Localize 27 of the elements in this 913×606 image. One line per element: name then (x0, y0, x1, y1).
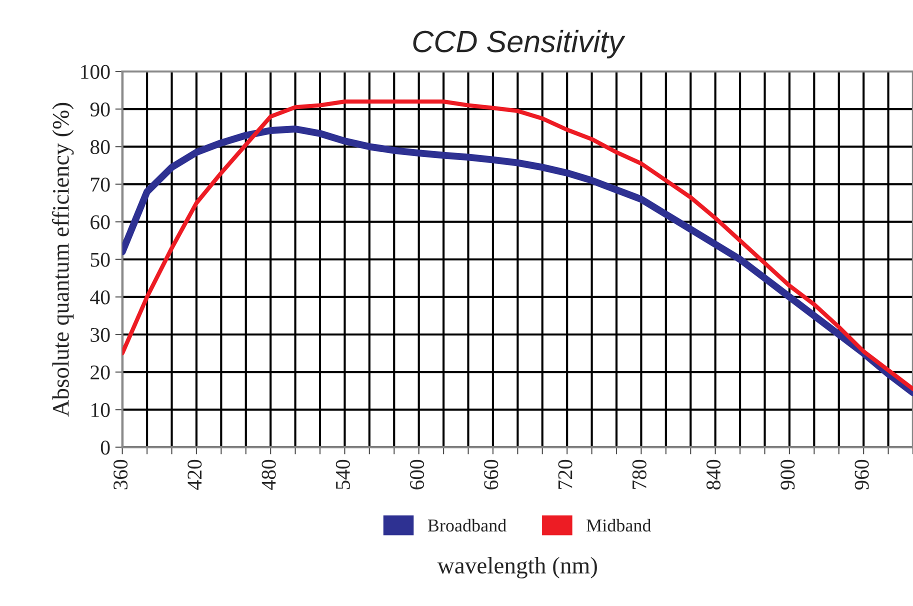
x-axis-title: wavelength (nm) (437, 556, 597, 578)
y-tick-label: 50 (90, 252, 110, 267)
y-tick-label: 80 (90, 140, 110, 154)
x-tick-label: 660 (484, 460, 498, 490)
x-tick-label: 540 (336, 460, 350, 490)
y-tick-label: 30 (90, 328, 110, 342)
y-tick-label: 70 (91, 178, 110, 192)
y-tick-label: 10 (92, 403, 110, 418)
x-tick-label: 360 (114, 460, 128, 490)
x-tick-label: 420 (188, 460, 202, 490)
legend-label: Broadband (428, 518, 506, 532)
x-tick-label: 720 (558, 460, 572, 489)
x-tick-label: 900 (780, 460, 795, 490)
x-tick-label: 960 (854, 460, 869, 490)
y-tick-label: 0 (100, 440, 110, 455)
x-tick-label: 840 (706, 460, 721, 490)
legend-label: Midband (586, 518, 652, 532)
chart-title: CCD Sensitivity (413, 30, 626, 58)
y-axis-title: Absolute quantum efficiency (%) (52, 102, 74, 417)
y-tick-label: 60 (90, 215, 110, 230)
y-tick-label: 100 (81, 64, 110, 79)
x-tick-label: 780 (632, 460, 646, 489)
y-tick-label: 40 (90, 290, 110, 304)
y-tick-label: 20 (90, 365, 110, 380)
y-tick-label: 90 (90, 102, 110, 117)
x-tick-label: 480 (262, 460, 276, 490)
x-tick-label: 600 (410, 460, 424, 490)
